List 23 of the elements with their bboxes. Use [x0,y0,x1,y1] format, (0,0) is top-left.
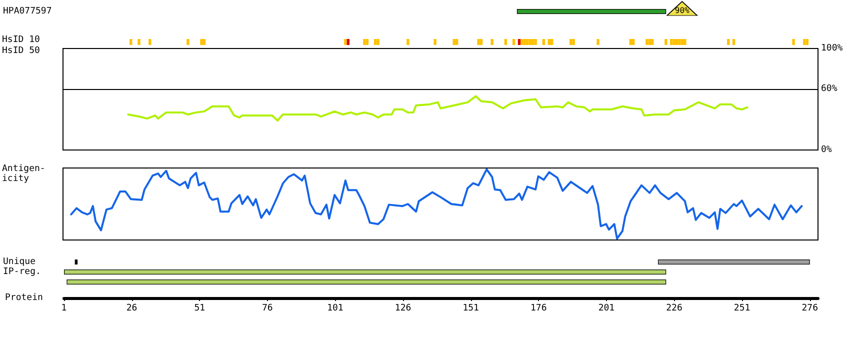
y-tick-label: 0% [821,145,832,155]
y-tick-label: IP-reg. [3,267,41,277]
x-tick-label: 26 [126,304,138,314]
x-tick-label: 226 [666,304,682,314]
x-tick-label: 76 [262,304,273,314]
x-tick-label: 126 [394,304,412,314]
x-tick-label: 151 [462,304,479,314]
y-axis-title: HsID 10 [2,35,40,45]
y-tick-label: Unique [3,257,36,267]
y-tick-label: HPA077597 [3,6,52,16]
x-tick-label: 1 [61,304,67,314]
x-axis-title: Protein [5,293,43,303]
x-tick-label: 101 [327,304,344,314]
y-tick-label: 60% [821,84,838,94]
y-axis-title: Antigen- icity [2,164,46,184]
y-tick-label: 100% [821,44,844,54]
y-axis-title: HsID 50 [2,46,40,56]
x-tick-label: 176 [530,304,547,314]
annotation: 90% [674,6,690,15]
x-tick-label: 201 [598,304,615,314]
x-tick-label: 51 [194,304,206,314]
x-tick-label: 276 [802,304,818,314]
x-tick-label: 251 [734,304,750,314]
